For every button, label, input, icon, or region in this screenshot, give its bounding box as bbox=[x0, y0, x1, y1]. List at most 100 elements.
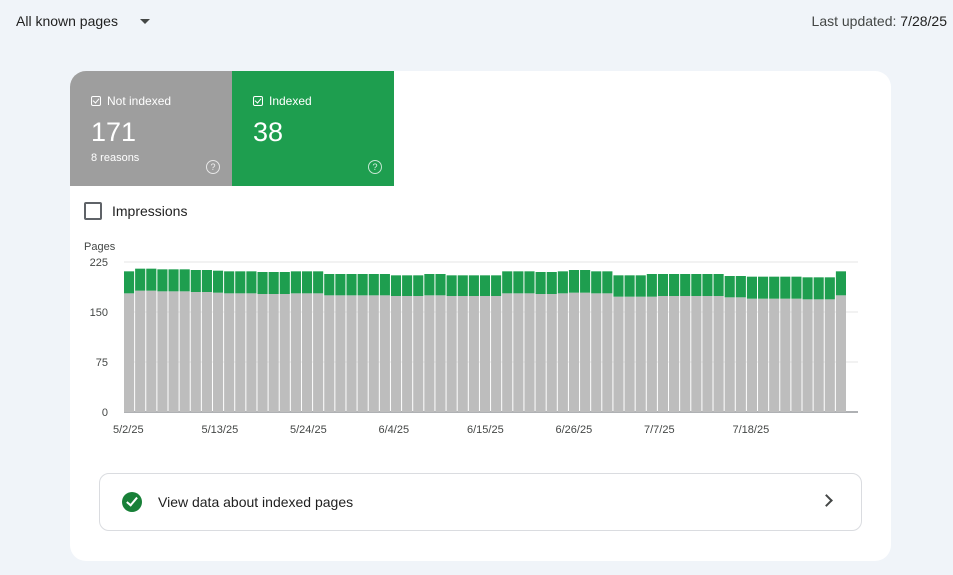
bar-not-indexed bbox=[479, 296, 491, 412]
not-indexed-count: 171 bbox=[91, 117, 137, 147]
x-tick-label: 5/24/25 bbox=[290, 424, 327, 436]
x-tick-label: 5/2/25 bbox=[113, 424, 144, 436]
checkbox-unchecked-icon[interactable] bbox=[84, 202, 102, 220]
bar-not-indexed bbox=[591, 293, 602, 412]
y-tick-label: 150 bbox=[90, 307, 108, 319]
bar-indexed bbox=[413, 275, 424, 296]
bar-indexed bbox=[602, 271, 613, 294]
bar-indexed bbox=[379, 274, 390, 296]
bar-not-indexed bbox=[613, 296, 624, 412]
bar-not-indexed bbox=[368, 295, 379, 412]
bar-indexed bbox=[301, 271, 313, 294]
bar-indexed bbox=[635, 275, 646, 297]
bar-indexed bbox=[535, 272, 546, 294]
bar-not-indexed bbox=[580, 292, 591, 412]
bar-indexed bbox=[491, 275, 502, 296]
y-tick-label: 0 bbox=[102, 407, 108, 419]
bar-not-indexed bbox=[769, 298, 780, 412]
tile-header: Not indexed bbox=[91, 94, 171, 108]
bar-not-indexed bbox=[635, 296, 646, 412]
bar-not-indexed bbox=[758, 298, 769, 412]
bar-not-indexed bbox=[390, 296, 402, 412]
bar-not-indexed bbox=[335, 295, 346, 412]
bar-indexed bbox=[713, 274, 724, 296]
bar-not-indexed bbox=[568, 292, 580, 412]
bar-indexed bbox=[646, 274, 657, 297]
bar-not-indexed bbox=[702, 296, 713, 412]
bar-not-indexed bbox=[190, 292, 201, 412]
bar-indexed bbox=[624, 275, 635, 297]
bar-indexed bbox=[780, 276, 791, 299]
bar-indexed bbox=[502, 271, 513, 294]
x-tick-label: 7/18/25 bbox=[733, 424, 770, 436]
bar-indexed bbox=[190, 270, 201, 292]
bar-indexed bbox=[257, 272, 268, 294]
bar-indexed bbox=[279, 272, 290, 294]
bar-not-indexed bbox=[290, 293, 301, 412]
bar-indexed bbox=[402, 275, 413, 296]
bar-indexed bbox=[457, 275, 468, 296]
bar-not-indexed bbox=[624, 296, 635, 412]
bar-not-indexed bbox=[735, 297, 746, 412]
caret-down-icon bbox=[139, 18, 150, 24]
bar-indexed bbox=[290, 271, 301, 294]
checkbox-checked-icon[interactable] bbox=[91, 96, 101, 106]
impressions-toggle[interactable]: Impressions bbox=[84, 202, 187, 220]
bar-not-indexed bbox=[313, 293, 324, 412]
bar-not-indexed bbox=[780, 298, 791, 412]
view-indexed-pages-button[interactable]: View data about indexed pages bbox=[99, 473, 862, 531]
last-updated-label: Last updated: bbox=[811, 13, 897, 29]
bar-not-indexed bbox=[179, 291, 190, 412]
bar-indexed bbox=[669, 274, 680, 296]
bar-indexed bbox=[824, 277, 835, 300]
tile-header: Indexed bbox=[253, 94, 312, 108]
bar-not-indexed bbox=[424, 295, 435, 412]
help-circle-icon[interactable]: ? bbox=[368, 160, 382, 174]
tile-label: Not indexed bbox=[107, 94, 172, 108]
help-circle-icon[interactable]: ? bbox=[206, 160, 220, 174]
bar-not-indexed bbox=[813, 299, 824, 412]
x-tick-label: 6/15/25 bbox=[467, 424, 504, 436]
bar-not-indexed bbox=[402, 296, 413, 412]
bar-indexed bbox=[313, 271, 324, 294]
bar-not-indexed bbox=[268, 294, 279, 412]
last-updated: Last updated: 7/28/25 bbox=[812, 13, 947, 29]
bar-indexed bbox=[591, 271, 602, 294]
bar-not-indexed bbox=[379, 295, 390, 412]
bar-not-indexed bbox=[524, 293, 535, 412]
not-indexed-tile[interactable]: Not indexed 171 8 reasons ? bbox=[70, 71, 232, 186]
bar-not-indexed bbox=[324, 295, 335, 412]
chevron-right-icon bbox=[820, 494, 833, 507]
bar-not-indexed bbox=[468, 296, 479, 412]
x-tick-label: 7/7/25 bbox=[644, 424, 675, 436]
bar-not-indexed bbox=[657, 296, 669, 412]
x-tick-label: 5/13/25 bbox=[202, 424, 239, 436]
bar-indexed bbox=[657, 274, 669, 296]
bar-not-indexed bbox=[791, 298, 802, 412]
bar-not-indexed bbox=[246, 293, 257, 412]
page-filter-dropdown[interactable]: All known pages bbox=[16, 13, 150, 29]
bar-not-indexed bbox=[669, 296, 680, 412]
bar-not-indexed bbox=[446, 296, 457, 412]
bar-not-indexed bbox=[602, 293, 613, 412]
tile-label: Indexed bbox=[269, 94, 312, 108]
view-indexed-pages-label: View data about indexed pages bbox=[158, 494, 354, 510]
indexed-tile[interactable]: Indexed 38 ? bbox=[232, 71, 394, 186]
bar-not-indexed bbox=[724, 297, 735, 412]
bar-not-indexed bbox=[124, 293, 135, 412]
bar-indexed bbox=[201, 270, 212, 292]
bar-indexed bbox=[168, 269, 179, 292]
bar-indexed bbox=[568, 270, 580, 293]
top-bar: All known pages Last updated: 7/28/25 bbox=[0, 0, 953, 44]
bar-not-indexed bbox=[146, 290, 157, 412]
bar-not-indexed bbox=[435, 295, 446, 412]
bar-not-indexed bbox=[680, 296, 691, 412]
bar-not-indexed bbox=[713, 296, 724, 412]
y-tick-label: 75 bbox=[96, 357, 108, 369]
checkbox-checked-icon[interactable] bbox=[253, 96, 263, 106]
bar-not-indexed bbox=[824, 299, 835, 412]
bar-not-indexed bbox=[546, 294, 557, 412]
bar-indexed bbox=[135, 268, 146, 291]
bar-indexed bbox=[224, 271, 235, 294]
bar-indexed bbox=[835, 271, 846, 296]
